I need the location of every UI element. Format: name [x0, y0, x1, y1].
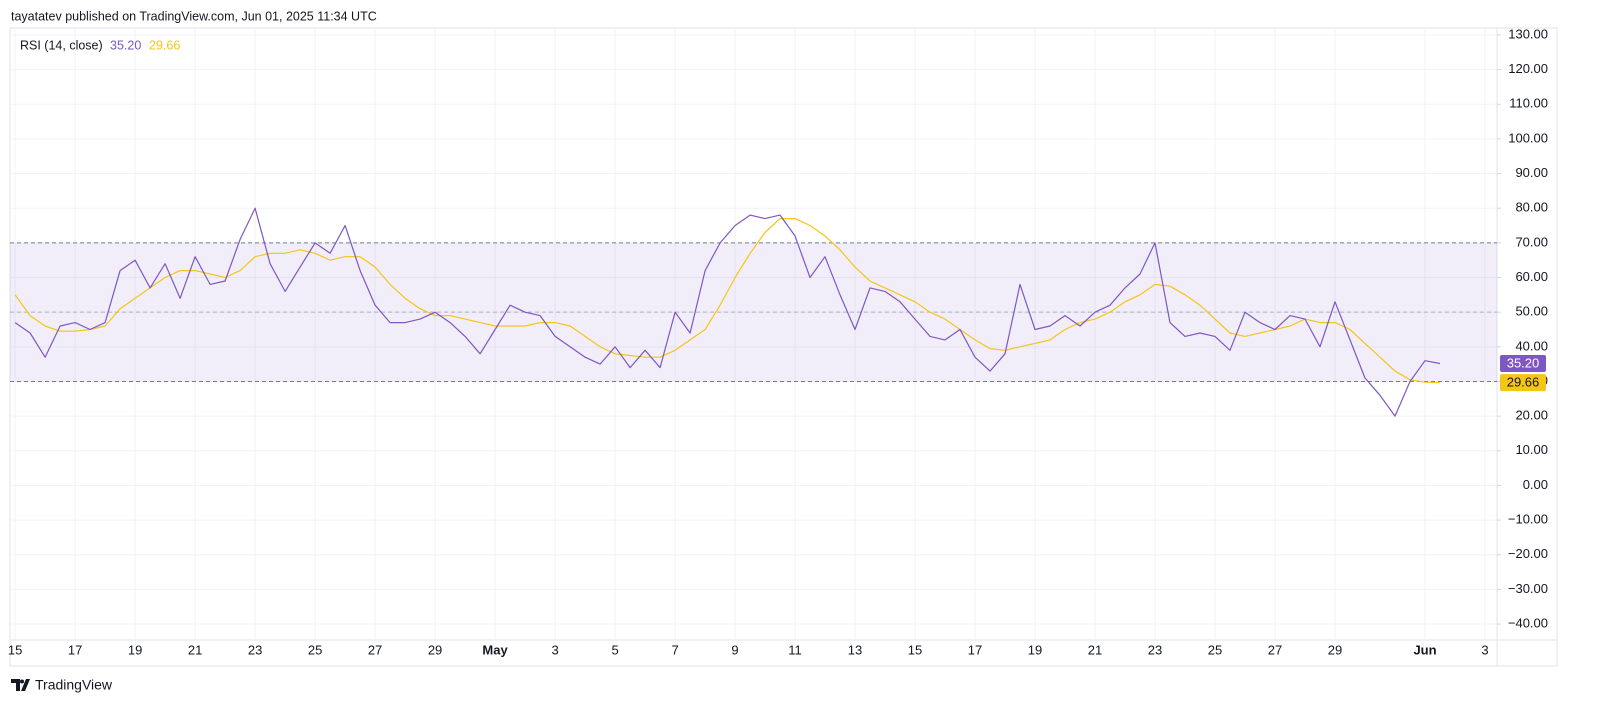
y-tick-label: −30.00 [1508, 581, 1548, 596]
x-tick-label: 19 [128, 642, 142, 657]
y-tick-label: 60.00 [1515, 269, 1548, 284]
axes: 130.00120.00110.00100.0090.0080.0070.006… [8, 26, 1548, 657]
x-tick-label: 19 [1028, 642, 1042, 657]
x-tick-label: 13 [848, 642, 862, 657]
y-tick-label: −20.00 [1508, 546, 1548, 561]
ma-value: 29.66 [149, 38, 180, 52]
indicator-legend: RSI (14, close) 35.20 29.66 [20, 38, 180, 52]
x-tick-label: Jun [1413, 642, 1436, 657]
x-tick-label: 11 [788, 642, 802, 657]
x-tick-label: 7 [671, 642, 678, 657]
x-tick-label: 25 [1208, 642, 1222, 657]
series-line [14, 207, 1441, 417]
x-tick-label: May [482, 642, 508, 657]
price-tag-label: 29.66 [1507, 375, 1540, 390]
x-tick-label: 23 [1148, 642, 1162, 657]
y-tick-label: 50.00 [1515, 304, 1548, 319]
x-tick-label: 25 [308, 642, 322, 657]
x-tick-label: 21 [188, 642, 202, 657]
x-tick-label: 23 [248, 642, 262, 657]
x-tick-label: 15 [908, 642, 922, 657]
y-tick-label: 110.00 [1509, 96, 1548, 111]
indicator-label: RSI (14, close) [20, 38, 103, 52]
y-tick-label: 120.00 [1508, 61, 1548, 76]
x-tick-label: 27 [368, 642, 382, 657]
price-tag [1500, 354, 1546, 372]
tradingview-logo: TradingView [11, 677, 113, 693]
logo-icon [11, 679, 30, 691]
price-tag [1500, 374, 1546, 392]
y-tick-label: 90.00 [1515, 165, 1548, 180]
x-tick-label: 29 [1328, 642, 1342, 657]
x-tick-label: 21 [1088, 642, 1102, 657]
y-tick-label: 100.00 [1508, 130, 1548, 145]
y-tick-label: 70.00 [1515, 234, 1548, 249]
x-tick-label: 9 [731, 642, 738, 657]
y-tick-label: 40.00 [1515, 338, 1548, 353]
y-tick-label: 10.00 [1515, 442, 1548, 457]
x-tick-label: 29 [428, 642, 442, 657]
x-tick-label: 3 [551, 642, 558, 657]
plot [14, 207, 1441, 417]
rsi-value: 35.20 [110, 38, 141, 52]
y-tick-label: 80.00 [1515, 200, 1548, 215]
logo-dot [20, 679, 24, 684]
publisher-line: tayatatev published on TradingView.com, … [11, 9, 377, 23]
brand: TradingView [35, 677, 113, 693]
x-tick-label: 15 [8, 642, 22, 657]
y-tick-label: 0.00 [1523, 477, 1548, 492]
y-tick-label: −40.00 [1508, 615, 1548, 630]
x-tick-label: 5 [611, 642, 618, 657]
x-tick-label: 17 [968, 642, 982, 657]
x-tick-label: 3 [1481, 642, 1488, 657]
bands [10, 242, 1497, 382]
x-tick-label: 17 [68, 642, 82, 657]
price-tag-label: 35.20 [1507, 355, 1540, 370]
y-tick-label: −10.00 [1508, 512, 1548, 527]
y-tick-label: 130.00 [1508, 26, 1548, 41]
y-tick-label: 20.00 [1515, 408, 1548, 423]
x-tick-label: 27 [1268, 642, 1282, 657]
series-line [14, 218, 1441, 384]
